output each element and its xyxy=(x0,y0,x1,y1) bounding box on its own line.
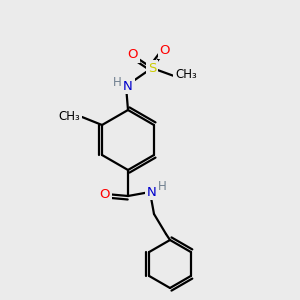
Text: O: O xyxy=(128,49,138,62)
Text: CH₃: CH₃ xyxy=(175,68,197,82)
Text: S: S xyxy=(148,61,156,74)
Text: N: N xyxy=(147,185,157,199)
Text: O: O xyxy=(160,44,170,58)
Text: N: N xyxy=(123,80,133,92)
Text: H: H xyxy=(112,76,122,88)
Text: H: H xyxy=(158,179,166,193)
Text: O: O xyxy=(100,188,110,200)
Text: CH₃: CH₃ xyxy=(58,110,80,122)
